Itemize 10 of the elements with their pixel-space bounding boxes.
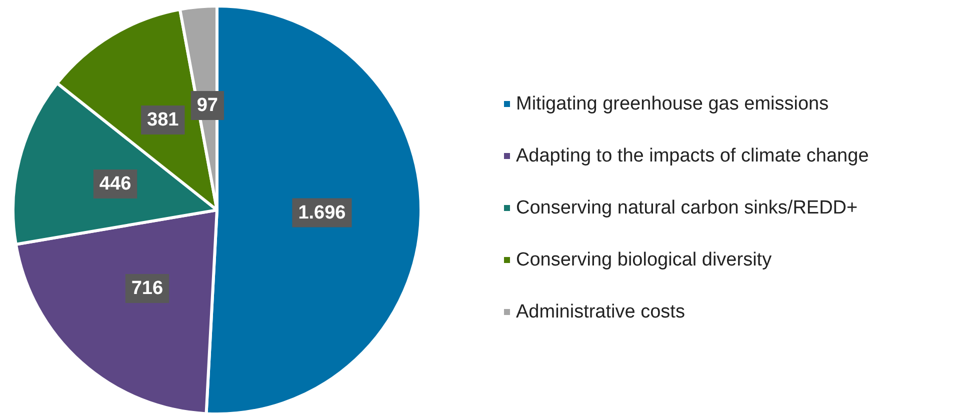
data-label: 381 [147, 110, 180, 131]
legend-label: Conserving biological diversity [516, 250, 772, 270]
legend-label: Mitigating greenhouse gas emissions [516, 94, 829, 114]
data-label: 716 [131, 278, 164, 299]
legend-label: Conserving natural carbon sinks/REDD+ [516, 198, 858, 218]
legend-label: Adapting to the impacts of climate change [516, 146, 869, 166]
data-label: 446 [99, 173, 132, 194]
data-label: 1.696 [298, 202, 346, 224]
legend-label: Administrative costs [516, 302, 685, 322]
data-label: 97 [196, 94, 218, 116]
